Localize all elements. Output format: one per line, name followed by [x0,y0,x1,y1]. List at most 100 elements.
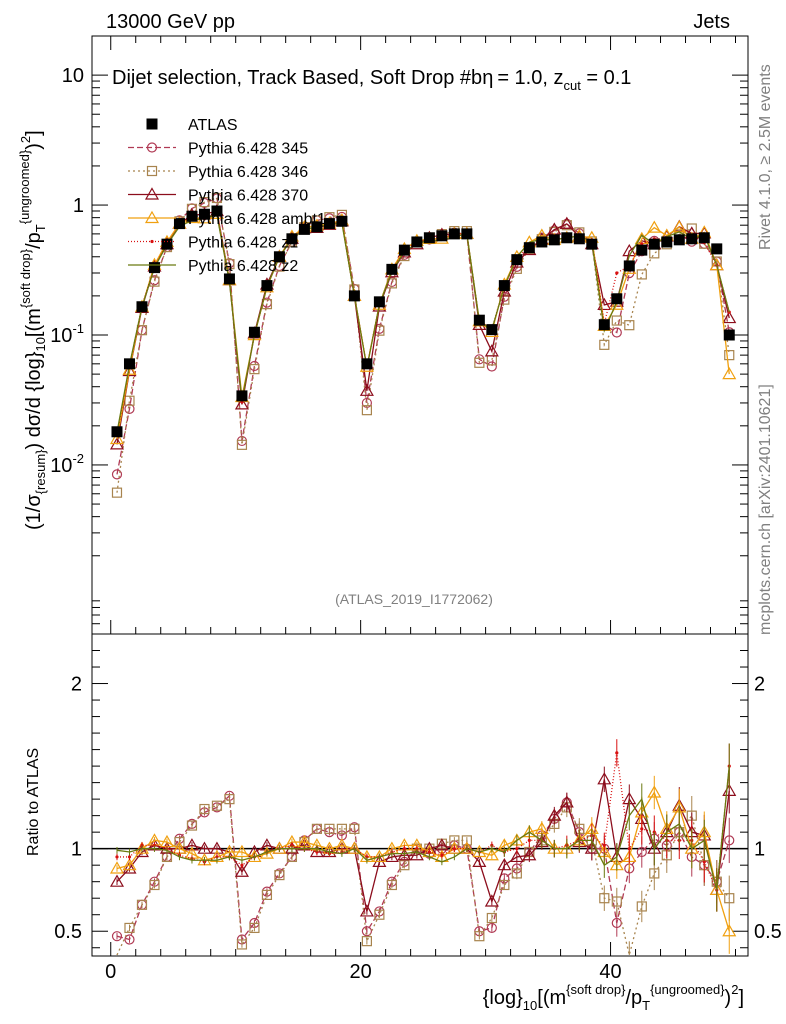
data-point [373,296,385,308]
ratio-point-z1 [127,855,132,859]
ratio-point-z1 [515,847,519,851]
ratio-point-p370 [522,848,537,861]
ratio-point-p346 [374,909,385,920]
series-group [109,192,737,956]
ratio-tick-label: 0.5 [54,921,82,943]
legend-label: Pythia 6.428 z2 [188,258,298,275]
data-point [273,251,285,263]
legend-label: Pythia 6.428 370 [188,188,308,205]
ratio-point-p370 [284,841,299,854]
data-point [623,260,635,272]
data-point [636,244,648,256]
data-point [136,301,148,313]
ratio-point-ambt1 [122,857,137,871]
data-point [348,290,360,302]
legend-label: Pythia 6.428 346 [188,164,308,181]
ratio-line-p345 [116,794,730,942]
ratio-tick-label: 2 [71,674,82,696]
legend-label: Pythia 6.428 z1 [188,235,298,252]
y-axis-label: (1/σ{resum}) dσ/d {log}10[(m{soft drop}/… [17,130,48,530]
main-point-p370 [122,363,137,377]
ratio-point-z1 [240,863,244,867]
ratio-tick-label-right: 1 [754,839,765,861]
legend-entry-z2: Pythia 6.428 z2 [128,258,298,275]
ratio-point-z1 [527,838,531,843]
ratio-line-z1 [116,752,730,893]
ratio-point-ambt1 [484,848,499,861]
ratio-point-z1 [627,847,631,851]
data-point [223,273,235,285]
ratio-frame [91,633,749,957]
main-point-p345 [111,469,123,480]
data-point [711,243,723,255]
main-point-p346 [474,357,485,368]
main-point-p346 [636,269,647,280]
ratio-point-ambt1 [347,841,362,854]
ratio-point-ambt1 [647,785,662,798]
ratio-point-p370 [497,857,512,871]
ratio-point-p370 [384,849,399,863]
ratio-point-p346 [511,868,522,879]
ratio-point-p346 [636,901,647,912]
data-point [286,233,298,245]
data-point [686,233,698,245]
data-point [573,233,585,245]
ratio-line-ambt1 [116,791,730,932]
ratio-point-p370 [359,904,374,917]
main-point-p346 [111,487,123,498]
x-axis-label: {log}10[(m{soft drop}/pT{ungroomed})2] [483,982,744,1013]
main-point-p370 [234,397,249,410]
ratio-point-p346 [199,803,210,815]
series-data [111,205,735,438]
y-tick-label: 10-1 [50,321,84,347]
x-tick-label: 0 [105,961,116,983]
ratio-point-p370 [547,808,562,821]
legend-entry-p346: Pythia 6.428 346 [128,164,308,181]
data-point [111,426,123,438]
ratio-point-p346 [399,860,410,871]
ratio-tick-label-right: 2 [754,674,765,696]
data-point [611,293,623,305]
data-point [548,234,560,246]
ratio-point-p370 [409,848,424,861]
legend-marker [150,239,154,244]
ratio-point-ambt1 [234,844,249,858]
data-point [198,208,210,220]
data-point [536,236,548,248]
ratio-point-p370 [509,849,524,863]
ratio-tick-label-right: 0.5 [754,921,782,943]
main-point-p346 [236,439,248,450]
ratio-point-p346 [611,896,622,907]
ratio-point-p346 [211,800,223,811]
data-point [398,244,410,256]
main-point-p345 [124,403,135,414]
data-point [236,390,248,402]
ratio-point-p345 [111,931,123,942]
data-point [498,280,510,292]
ratio-point-p346 [249,922,260,934]
data-point [586,238,598,250]
ratio-point-p346 [286,851,298,863]
data-point [261,280,273,292]
ratio-point-p346 [324,823,335,834]
data-point [311,221,323,233]
ratio-point-p370 [122,861,137,874]
data-point [161,238,173,250]
y-tick-label: 10 [62,65,84,87]
main-point-p345 [486,361,497,372]
ratio-point-p346 [261,889,273,901]
legend-entry-p370: Pythia 6.428 370 [128,187,308,205]
ratio-point-z1 [602,843,606,847]
main-point-p346 [361,405,372,416]
main-point-ambt1 [722,366,737,380]
main-point-p346 [211,192,223,204]
data-point [598,319,610,331]
main-point-p346 [624,320,635,331]
data-point [723,329,735,341]
data-point [123,358,135,370]
ratio-point-ambt1 [447,841,462,854]
ratio-point-p370 [109,874,125,887]
ratio-point-z1 [115,855,119,859]
legend-entry-p345: Pythia 6.428 345 [128,141,308,158]
data-point [386,263,398,275]
